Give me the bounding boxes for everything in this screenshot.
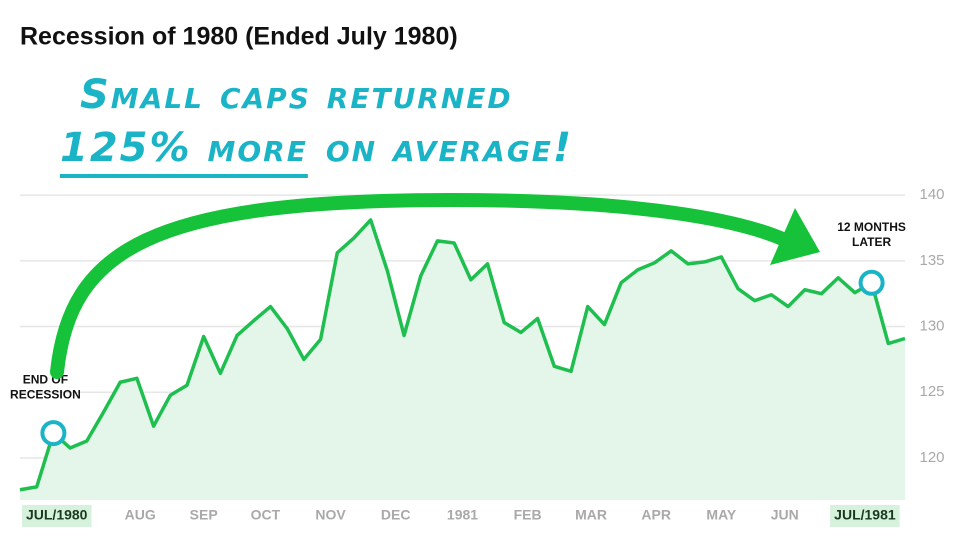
arrow — [50, 192, 792, 379]
x-tick-label: APR — [641, 507, 671, 523]
x-tick-label: JUL/1981 — [834, 507, 896, 523]
headline-highlight: 125% more — [60, 125, 308, 171]
marker — [858, 269, 885, 296]
headline: on average! — [326, 125, 573, 171]
x-tick-label: FEB — [514, 507, 542, 523]
x-tick-label: JUN — [771, 507, 799, 523]
x-tick-label: SEP — [190, 507, 218, 523]
x-tick-label: OCT — [251, 507, 281, 523]
y-tick-label: 125 — [919, 383, 944, 400]
x-tick-label: JUL/1980 — [26, 507, 88, 523]
marker-label: RECESSION — [10, 387, 81, 401]
y-tick-label: 130 — [919, 318, 944, 335]
x-tick-label: NOV — [315, 507, 346, 523]
headline: Small caps returned — [80, 72, 513, 118]
marker-label: 12 MONTHS — [837, 220, 906, 234]
area — [20, 219, 905, 501]
x-tick-label: DEC — [381, 507, 411, 523]
arrow-head — [770, 208, 820, 265]
y-tick-label: 135 — [919, 252, 944, 269]
x-tick-label: MAY — [706, 507, 736, 523]
x-tick-label: 1981 — [447, 507, 478, 523]
y-tick-label: 140 — [919, 186, 944, 203]
x-tick-highlight — [21, 505, 92, 527]
line — [19, 218, 906, 492]
x-tick-label: AUG — [125, 507, 156, 523]
marker-label: LATER — [852, 235, 891, 249]
x-tick-label: MAR — [575, 507, 607, 523]
marker — [40, 420, 67, 447]
x-tick-highlight — [830, 505, 900, 527]
y-tick-label: 120 — [919, 449, 944, 466]
chart-title: Recession of 1980 (Ended July 1980) — [20, 23, 458, 51]
